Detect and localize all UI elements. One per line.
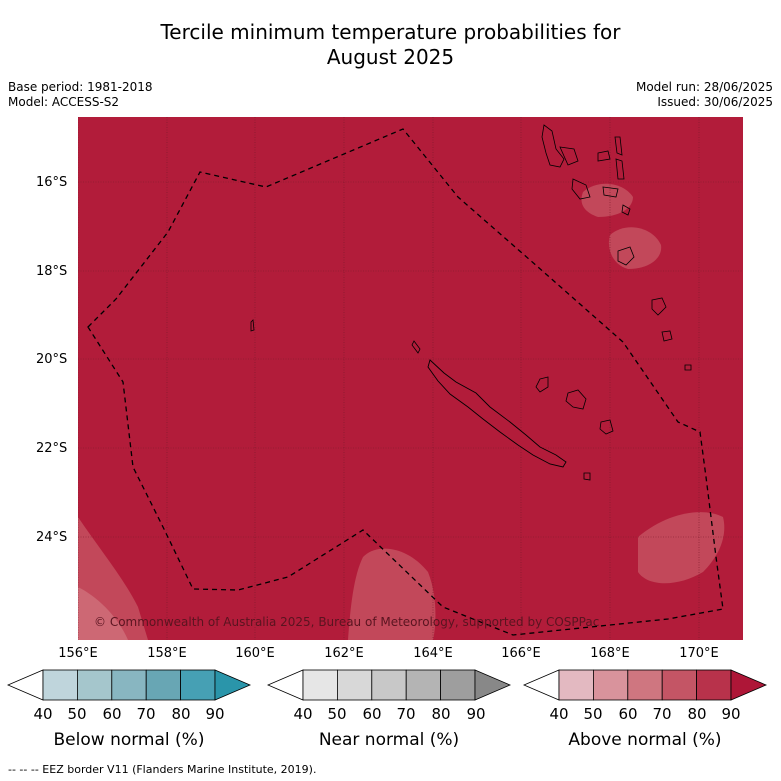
- below-colorbar-box-4: [145, 669, 181, 701]
- below-normal-label: Below normal (%): [53, 730, 205, 750]
- graticule: [78, 117, 743, 640]
- near-colorbar-box-2: [336, 669, 373, 701]
- above-colorbar-box-4: [661, 669, 698, 701]
- below-tick-40: 40: [33, 705, 53, 723]
- model-name: Model: ACCESS-S2: [8, 95, 120, 109]
- lat-label-18s: 18°S: [36, 264, 68, 279]
- island-mare: [599, 419, 614, 435]
- colorbars: [6, 669, 768, 701]
- map-background: [78, 117, 743, 640]
- near-colorbar-max-triangle: [474, 669, 512, 701]
- above-tick-60: 60: [618, 705, 638, 723]
- lon-label-164e: 164°E: [413, 646, 453, 661]
- lat-label-24s: 24°S: [36, 530, 68, 545]
- island-ouvea: [535, 376, 549, 393]
- lon-label-162e: 162°E: [324, 646, 364, 661]
- patch-vanuatu-north: [581, 183, 633, 217]
- meta-right: Model run: 28/06/2025 Issued: 30/06/2025: [636, 80, 773, 110]
- island-malo: [559, 146, 579, 166]
- colorbar-below: [6, 669, 252, 701]
- patch-vanuatu-south: [608, 227, 662, 269]
- lat-label-20s: 20°S: [36, 352, 68, 367]
- island-aneityum: [684, 364, 692, 371]
- meta-left: Base period: 1981-2018 Model: ACCESS-S2: [8, 80, 153, 110]
- island-lifou: [565, 389, 587, 410]
- below-colorbar-max-triangle: [214, 669, 252, 701]
- model-run: Model run: 28/06/2025: [635, 80, 773, 94]
- near-colorbar-min-triangle: [266, 669, 304, 701]
- above-normal-label: Above normal (%): [568, 730, 722, 750]
- below-colorbar-box-5: [180, 669, 216, 701]
- title-line-1: Tercile minimum temperature probabilitie…: [160, 20, 621, 44]
- island-efate: [617, 246, 635, 266]
- above-colorbar-box-5: [696, 669, 732, 701]
- below-tick-80: 80: [171, 705, 191, 723]
- below-colorbar-min-triangle: [6, 669, 44, 701]
- lon-label-156e: 156°E: [58, 646, 98, 661]
- above-colorbar-box-2: [593, 669, 629, 701]
- below-colorbar-box-2: [77, 669, 113, 701]
- below-colorbar-box-3: [111, 669, 147, 701]
- above-tick-70: 70: [652, 705, 672, 723]
- title-line-2: August 2025: [326, 45, 455, 69]
- probability-map: © Commonwealth of Australia 2025, Bureau…: [78, 117, 743, 640]
- above-colorbar-max-triangle: [730, 669, 768, 701]
- above-tick-50: 50: [583, 705, 603, 723]
- near-colorbar-box-3: [371, 669, 407, 701]
- near-tick-60: 60: [362, 705, 382, 723]
- island-chesterfield: [250, 319, 255, 332]
- island-malekula: [571, 178, 591, 200]
- lon-label-166e: 166°E: [501, 646, 541, 661]
- below-tick-90: 90: [205, 705, 225, 723]
- island-espiritu-santo: [541, 124, 565, 168]
- eez-footer-note: -- -- -- EEZ border V11 (Flanders Marine…: [8, 763, 317, 776]
- island-maewo: [614, 136, 623, 156]
- near-tick-70: 70: [396, 705, 416, 723]
- near-tick-90: 90: [466, 705, 486, 723]
- above-tick-80: 80: [687, 705, 707, 723]
- above-tick-40: 40: [549, 705, 569, 723]
- patch-southeast: [638, 512, 725, 584]
- above-tick-90: 90: [721, 705, 741, 723]
- below-tick-70: 70: [136, 705, 156, 723]
- base-period: Base period: 1981-2018: [8, 80, 153, 94]
- near-colorbar-box-5: [440, 669, 476, 701]
- near-tick-80: 80: [431, 705, 451, 723]
- colorbar-above: [522, 669, 768, 701]
- island-pentecost: [615, 158, 625, 180]
- near-normal-label: Near normal (%): [318, 730, 460, 750]
- patch-southwest-inner: [78, 587, 128, 640]
- below-colorbar-box-1: [42, 669, 78, 701]
- lon-label-168e: 168°E: [590, 646, 630, 661]
- island-epi: [621, 204, 631, 216]
- copyright-notice: © Commonwealth of Australia 2025, Bureau…: [94, 615, 599, 629]
- near-colorbar-box-4: [405, 669, 442, 701]
- issued-date: Issued: 30/06/2025: [657, 95, 773, 109]
- patch-south-central: [348, 548, 436, 640]
- island-ambrym: [602, 186, 619, 198]
- below-tick-50: 50: [67, 705, 87, 723]
- island-pines: [583, 472, 591, 481]
- lon-label-158e: 158°E: [147, 646, 187, 661]
- near-colorbar-box-1: [302, 669, 338, 701]
- lon-label-170e: 170°E: [679, 646, 719, 661]
- island-tanna: [661, 330, 673, 342]
- island-belep: [411, 340, 421, 354]
- eez-border: [87, 128, 724, 636]
- island-ambae: [597, 150, 611, 162]
- lon-label-160e: 160°E: [235, 646, 275, 661]
- above-colorbar-min-triangle: [522, 669, 560, 701]
- above-colorbar-box-3: [627, 669, 663, 701]
- new-caledonia-island: [427, 359, 567, 468]
- map-title: Tercile minimum temperature probabilitie…: [0, 20, 781, 70]
- above-colorbar-box-1: [558, 669, 594, 701]
- lat-label-16s: 16°S: [36, 175, 68, 190]
- lat-label-22s: 22°S: [36, 441, 68, 456]
- near-tick-50: 50: [327, 705, 347, 723]
- colorbar-near: [266, 669, 512, 701]
- below-tick-60: 60: [102, 705, 122, 723]
- island-erromango: [651, 297, 667, 316]
- near-tick-40: 40: [293, 705, 313, 723]
